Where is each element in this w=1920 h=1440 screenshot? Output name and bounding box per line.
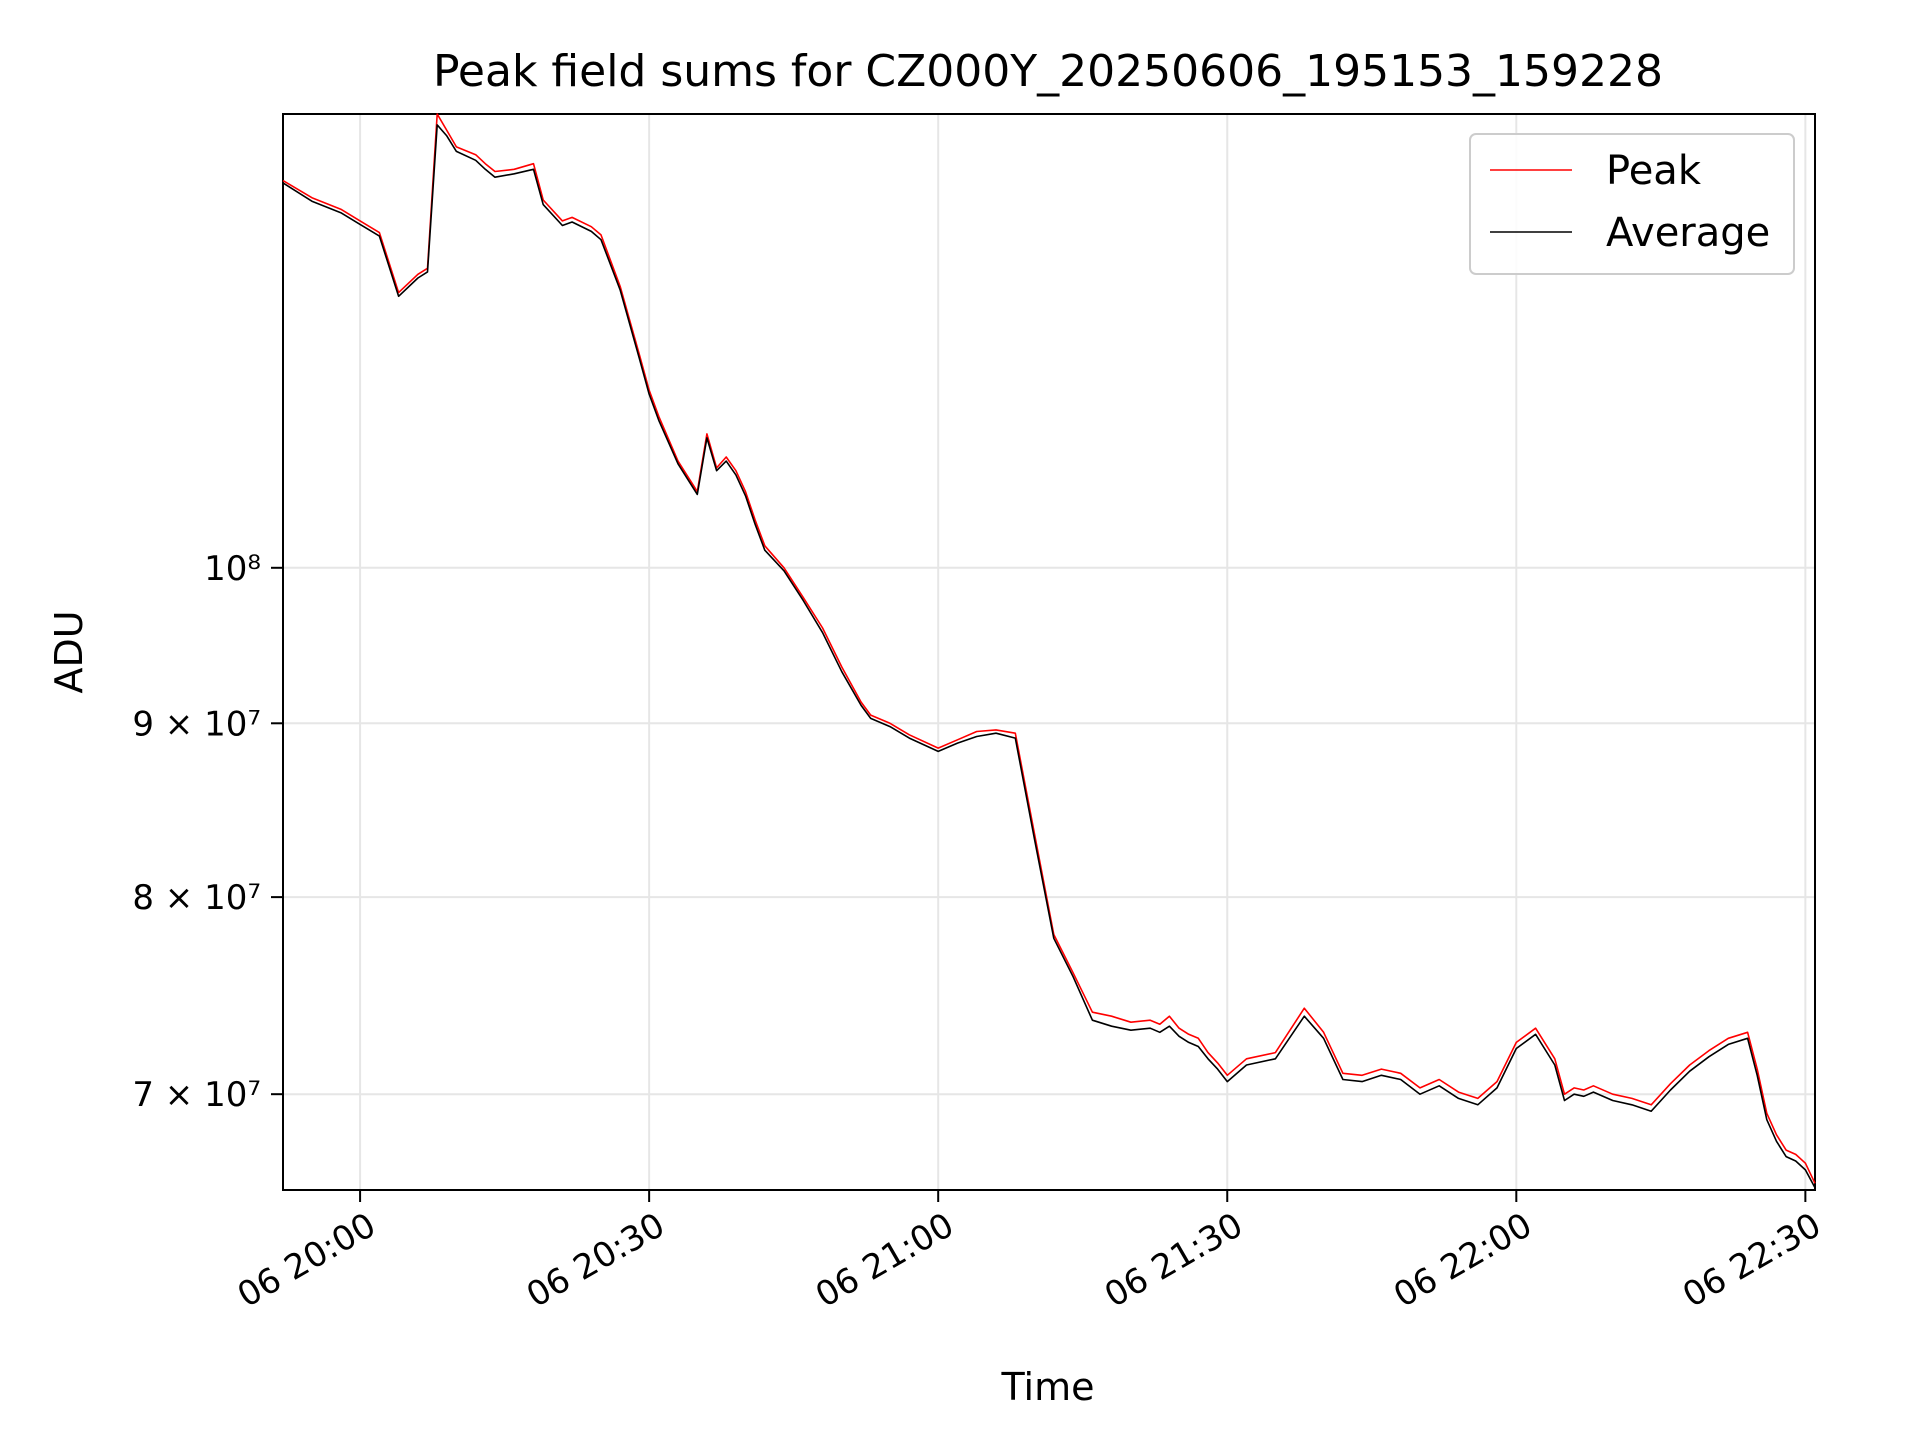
y-tick-label: 10⁸ bbox=[204, 549, 261, 589]
series-line-average bbox=[282, 124, 1816, 1189]
y-tick-label: 9 × 10⁷ bbox=[132, 704, 261, 744]
plot-area-frame bbox=[282, 113, 1816, 1191]
x-tick-label: 06 22:00 bbox=[1387, 1205, 1539, 1316]
x-tick-label: 06 21:00 bbox=[809, 1205, 961, 1316]
x-tick-label: 06 22:30 bbox=[1676, 1205, 1828, 1316]
legend-box bbox=[1469, 133, 1795, 275]
y-axis-label: ADU bbox=[47, 610, 91, 693]
legend: Peak Average bbox=[1469, 133, 1795, 275]
x-tick-label: 06 21:30 bbox=[1098, 1205, 1250, 1316]
y-axis-ticks: 7 × 10⁷ 8 × 10⁷ 9 × 10⁷ 10⁸ bbox=[132, 549, 283, 1115]
y-tick-label: 7 × 10⁷ bbox=[132, 1075, 261, 1115]
x-tick-label: 06 20:00 bbox=[231, 1205, 383, 1316]
x-tick-label: 06 20:30 bbox=[520, 1205, 672, 1316]
y-tick-label: 8 × 10⁷ bbox=[132, 878, 261, 918]
grid-lines bbox=[283, 114, 1815, 1190]
legend-label-average: Average bbox=[1606, 210, 1770, 256]
chart-title: Peak field sums for CZ000Y_20250606_1951… bbox=[433, 46, 1663, 97]
series-lines bbox=[282, 113, 1816, 1189]
legend-label-peak: Peak bbox=[1606, 148, 1702, 194]
x-axis-label: Time bbox=[1001, 1365, 1095, 1409]
x-axis-ticks: 06 20:00 06 20:30 06 21:00 06 21:30 06 22:00… bbox=[231, 1190, 1828, 1316]
